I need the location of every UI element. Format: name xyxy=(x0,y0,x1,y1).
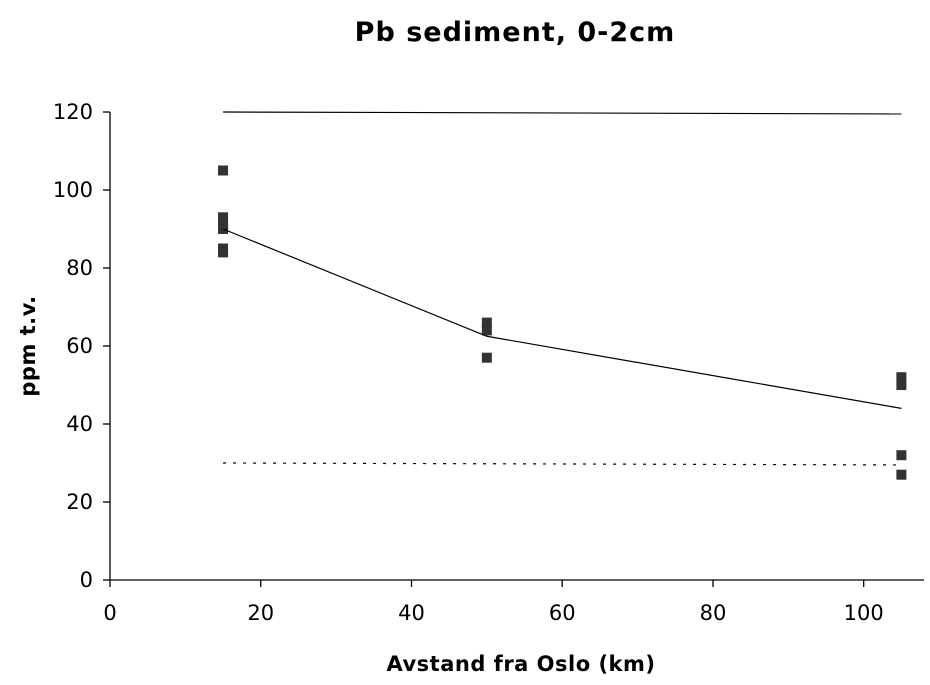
y-tick-label: 0 xyxy=(80,568,93,592)
y-tick-label: 80 xyxy=(66,256,93,280)
series-line-3 xyxy=(223,462,902,466)
y-tick-label: 20 xyxy=(66,490,93,514)
y-tick-label: 120 xyxy=(53,100,93,124)
x-tick-label: 0 xyxy=(103,601,116,625)
x-tick-label: 100 xyxy=(844,601,884,625)
data-point xyxy=(218,165,229,176)
x-tick-label: 20 xyxy=(247,601,274,625)
data-point xyxy=(481,325,492,336)
series-line-1 xyxy=(222,228,902,409)
y-tick-label: 60 xyxy=(66,334,93,358)
x-tick-label: 60 xyxy=(549,601,576,625)
data-point xyxy=(896,450,907,461)
x-tick-label: 40 xyxy=(398,601,425,625)
data-point xyxy=(218,212,229,223)
plot-area xyxy=(218,111,907,480)
series-line-2 xyxy=(223,111,902,115)
x-axis-ticks: 0 20 40 60 80 100 xyxy=(103,580,884,625)
x-axis-label: Avstand fra Oslo (km) xyxy=(386,652,655,676)
y-tick-label: 40 xyxy=(66,412,93,436)
data-point xyxy=(896,372,907,383)
data-point xyxy=(218,247,229,258)
data-point xyxy=(896,380,907,390)
data-point xyxy=(896,469,907,480)
y-tick-label: 100 xyxy=(53,178,93,202)
x-tick-label: 80 xyxy=(700,601,727,625)
chart-title: Pb sediment, 0-2cm xyxy=(355,17,676,48)
y-axis-label: ppm t.v. xyxy=(16,295,40,396)
data-point xyxy=(481,317,492,328)
data-point xyxy=(481,352,492,363)
y-axis-ticks: 0 20 40 60 80 100 120 xyxy=(53,100,110,592)
